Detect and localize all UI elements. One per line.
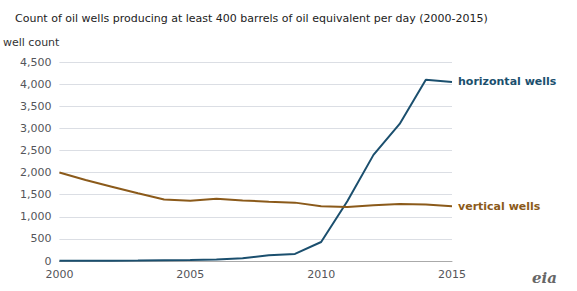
svg-text:horizontal wells: horizontal wells <box>458 75 557 88</box>
svg-text:2015: 2015 <box>438 268 466 281</box>
svg-text:4,500: 4,500 <box>20 56 52 69</box>
svg-text:2,500: 2,500 <box>20 144 52 157</box>
svg-text:1,000: 1,000 <box>20 210 52 223</box>
svg-text:3,500: 3,500 <box>20 100 52 113</box>
svg-text:2010: 2010 <box>307 268 335 281</box>
svg-text:vertical wells: vertical wells <box>458 200 541 213</box>
svg-text:Count of oil wells producing a: Count of oil wells producing at least 40… <box>15 12 488 25</box>
svg-text:well count: well count <box>3 36 60 49</box>
svg-text:1,500: 1,500 <box>20 188 52 201</box>
svg-text:4,000: 4,000 <box>20 78 52 91</box>
svg-text:2005: 2005 <box>176 268 204 281</box>
svg-text:2000: 2000 <box>45 268 73 281</box>
svg-text:500: 500 <box>30 232 51 245</box>
svg-text:0: 0 <box>44 255 51 268</box>
svg-text:2,000: 2,000 <box>20 166 52 179</box>
svg-text:eia: eia <box>532 269 557 287</box>
svg-text:3,000: 3,000 <box>20 122 52 135</box>
